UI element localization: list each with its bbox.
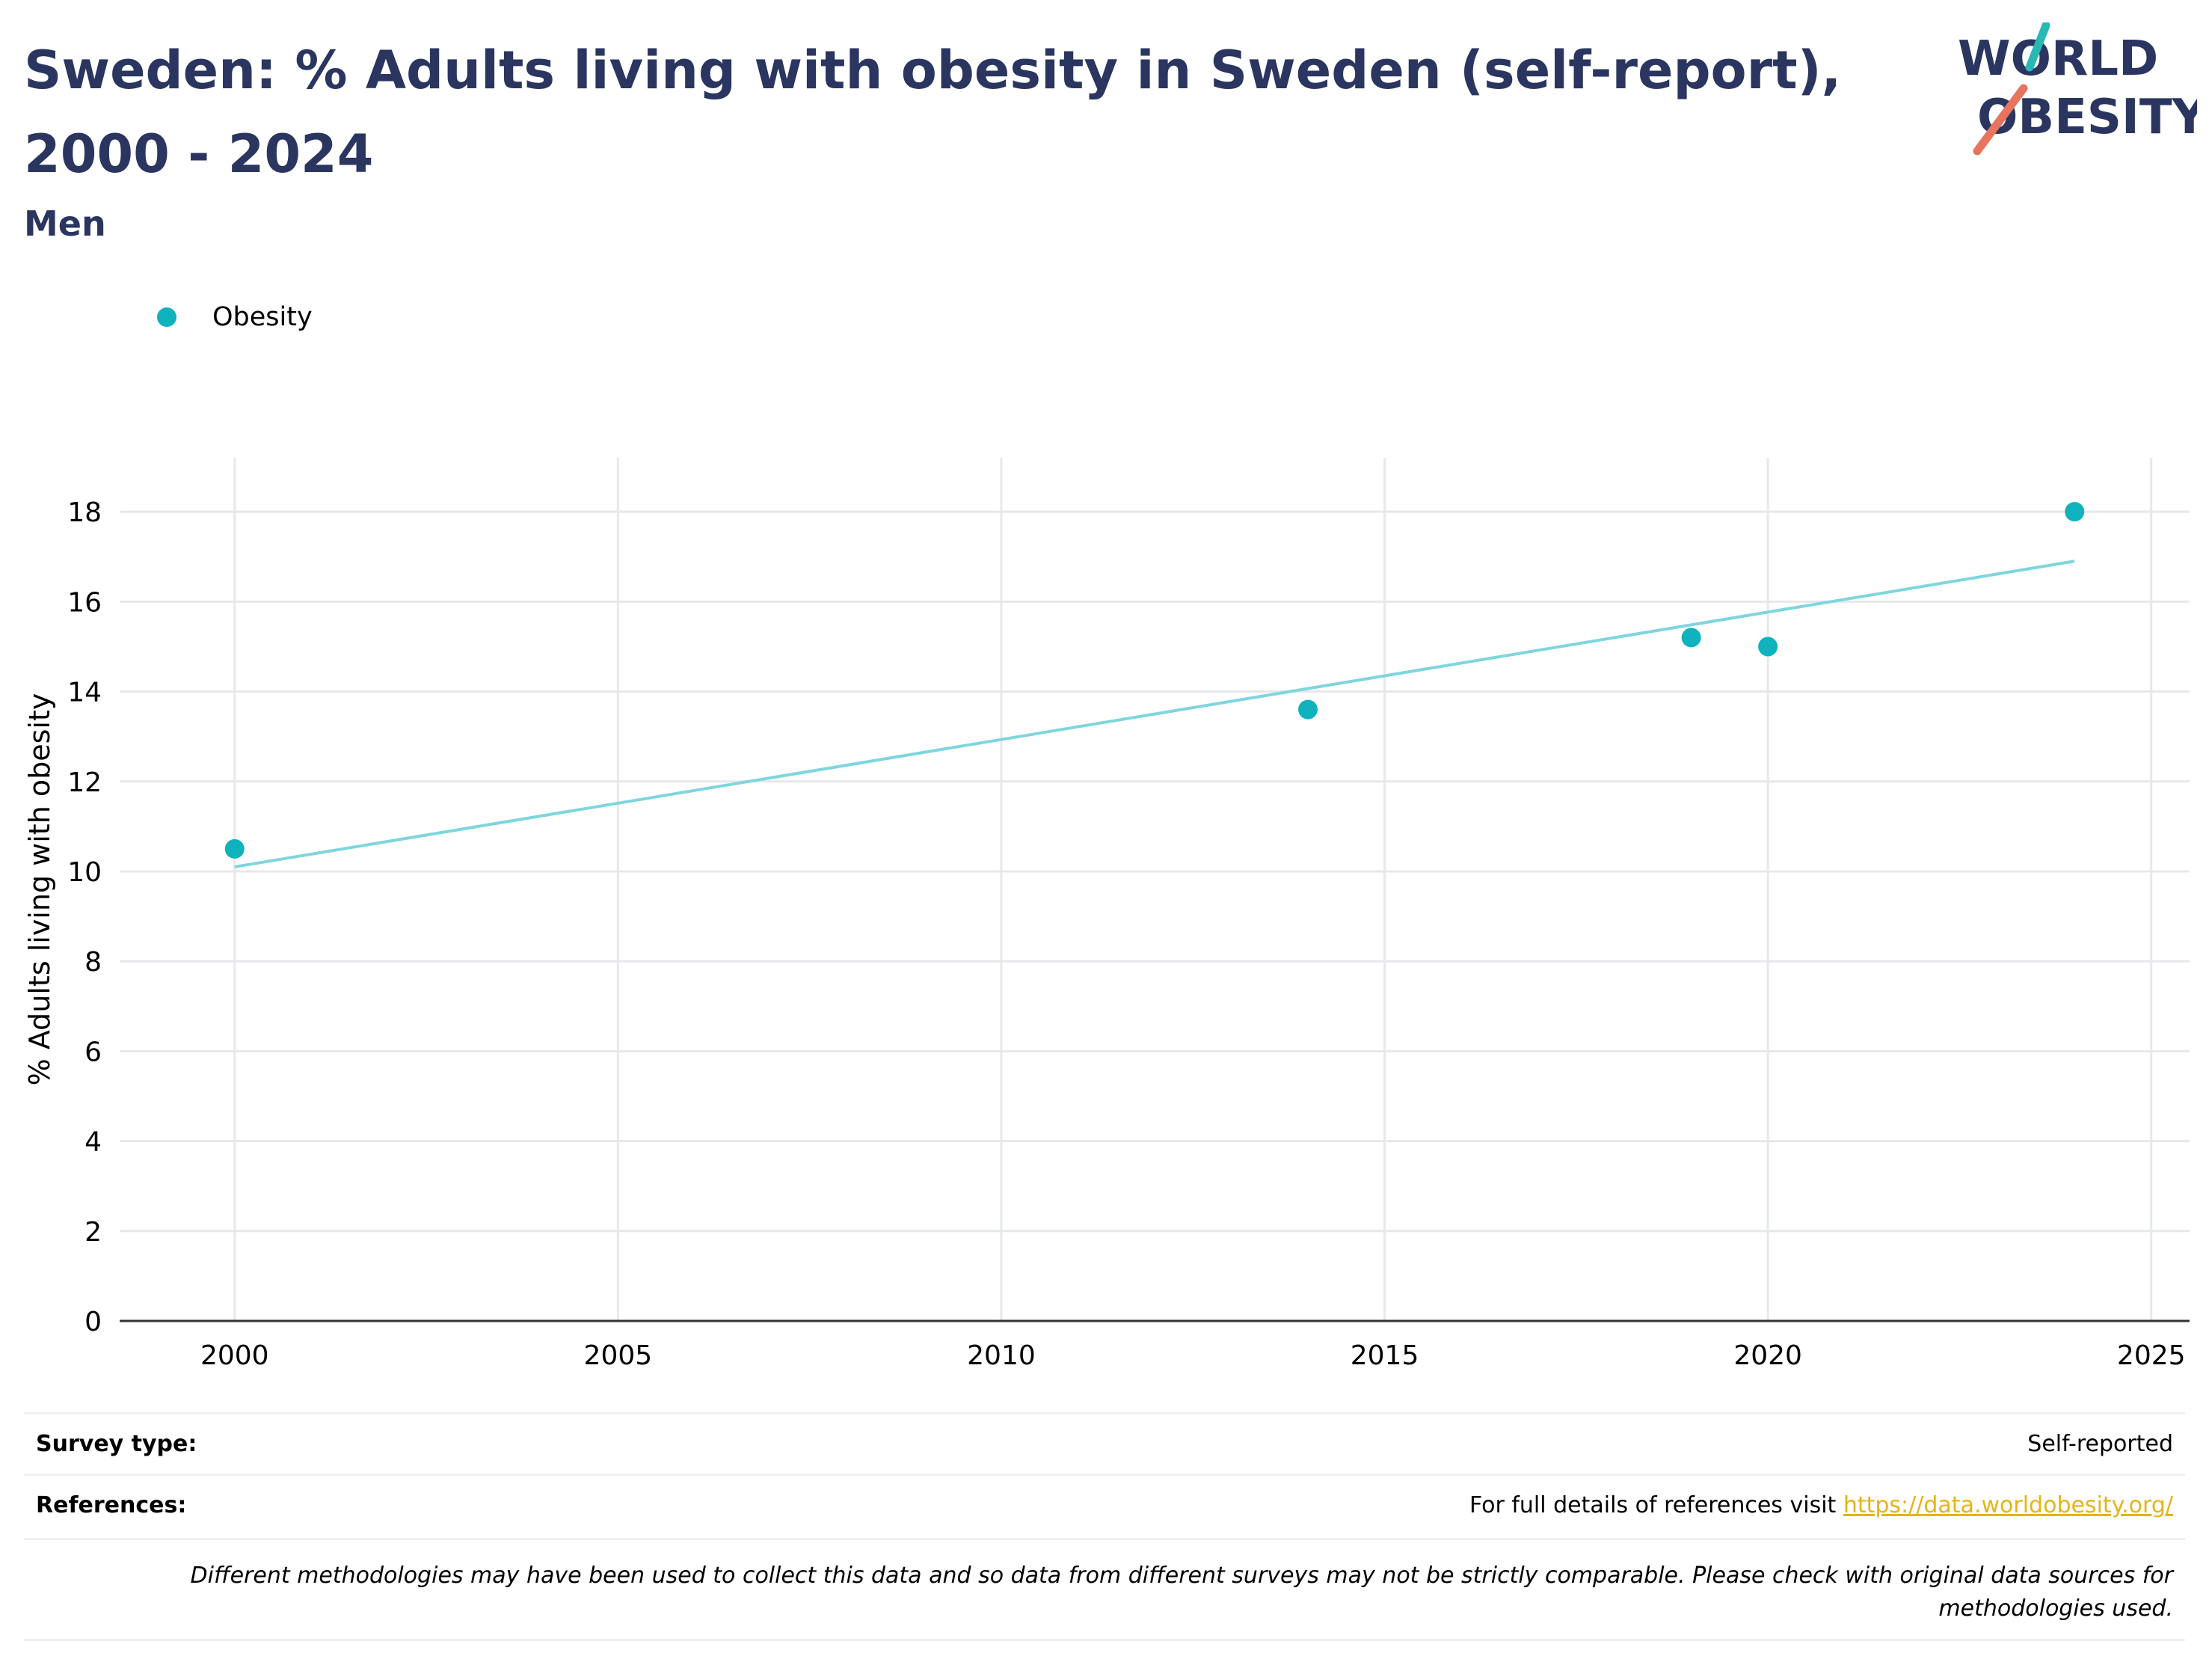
references-text: For full details of references visit [1469,1492,1843,1518]
logo-slash-teal [2025,22,2050,72]
references-row: References: For full details of referenc… [24,1474,2185,1535]
y-tick-label: 18 [67,497,102,528]
references-link[interactable]: https://data.worldobesity.org/ [1843,1492,2173,1518]
data-point [2065,502,2085,522]
data-points [224,502,2085,859]
x-tick-label: 2015 [1351,1340,1419,1371]
data-point [224,838,245,859]
logo-slash-coral [1973,84,2028,156]
methodology-disclaimer: Different methodologies may have been us… [24,1538,2185,1641]
y-tick-label: 2 [85,1217,102,1248]
chart-subtitle: Men [24,203,106,244]
survey-type-label: Survey type: [36,1431,197,1457]
x-tick-label: 2000 [200,1340,269,1371]
world-obesity-logo: WORLD OBESITY [1958,22,2197,156]
y-tick-label: 12 [67,767,102,798]
x-tick-label: 2025 [2117,1340,2186,1371]
data-point [1758,637,1778,657]
references-label: References: [36,1492,187,1518]
survey-type-value: Self-reported [2027,1431,2173,1457]
y-tick-label: 8 [85,947,102,978]
logo-text-line1: WORLD [1958,31,2158,87]
legend[interactable]: Obesity [157,302,313,332]
data-point [1681,628,1701,648]
survey-type-row: Survey type: Self-reported [24,1412,2185,1474]
data-point [1298,699,1318,720]
references-value: For full details of references visit htt… [1469,1492,2173,1518]
x-tick-label: 2005 [584,1340,653,1371]
grid-lines [120,458,2190,1321]
x-tick-label: 2020 [1733,1340,1802,1371]
x-tick-label: 2010 [967,1340,1036,1371]
trendline [234,559,2075,868]
chart-title: Sweden: % Adults living with obesity in … [24,40,1842,185]
axis-ticks: 0 2 4 6 8 10 12 14 16 18 2000 2005 2010 2015 2020 2025 [67,497,2185,1371]
y-tick-label: 0 [85,1307,102,1337]
legend-marker-obesity [157,307,176,327]
y-axis-label: % Adults living with obesity [23,693,56,1086]
y-tick-label: 10 [67,857,102,888]
legend-label-obesity: Obesity [212,302,313,332]
y-tick-label: 16 [67,587,102,618]
y-tick-label: 14 [67,678,102,708]
y-tick-label: 6 [85,1037,102,1067]
y-tick-label: 4 [85,1127,102,1158]
